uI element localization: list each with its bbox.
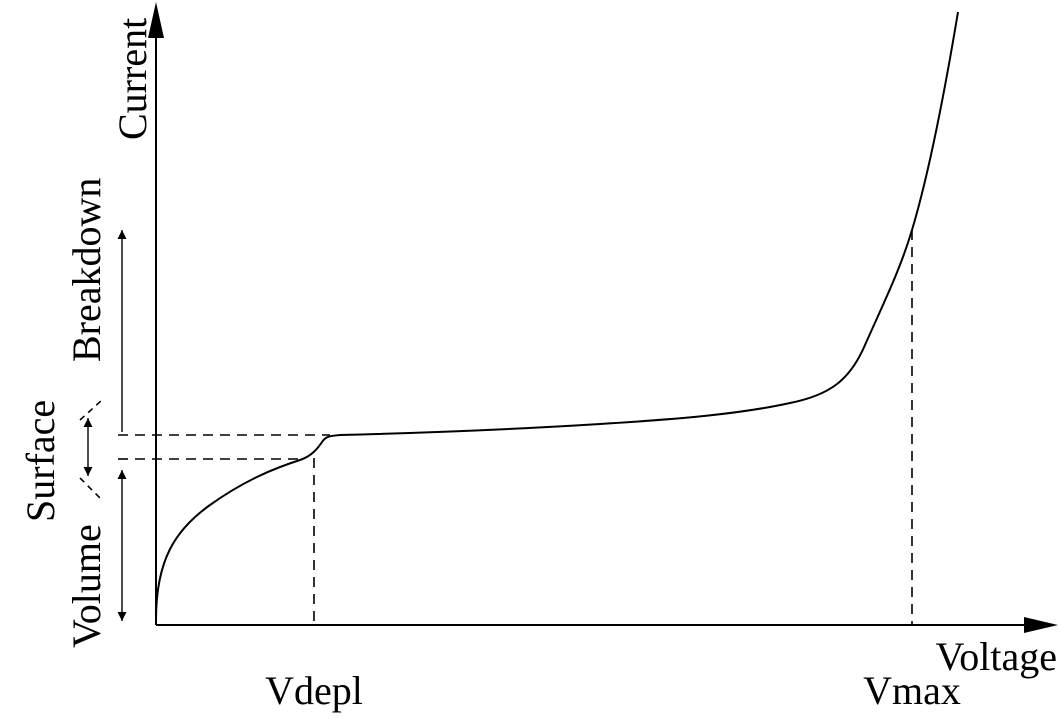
y-axis-arrowhead (148, 2, 164, 38)
x-axis-label: Voltage (936, 634, 1057, 679)
vmax-label: Vmax (863, 668, 961, 713)
volume-label: Volume (64, 524, 109, 648)
breakdown-label: Breakdown (64, 178, 109, 362)
x-axis-arrowhead (1024, 617, 1058, 633)
surface-connector-top (79, 399, 103, 421)
vdepl-label: Vdepl (265, 668, 363, 713)
iv-curve (155, 11, 959, 621)
surface-label: Surface (18, 400, 63, 522)
surface-connector-bottom (79, 477, 103, 501)
y-axis-label: Current (110, 18, 155, 140)
